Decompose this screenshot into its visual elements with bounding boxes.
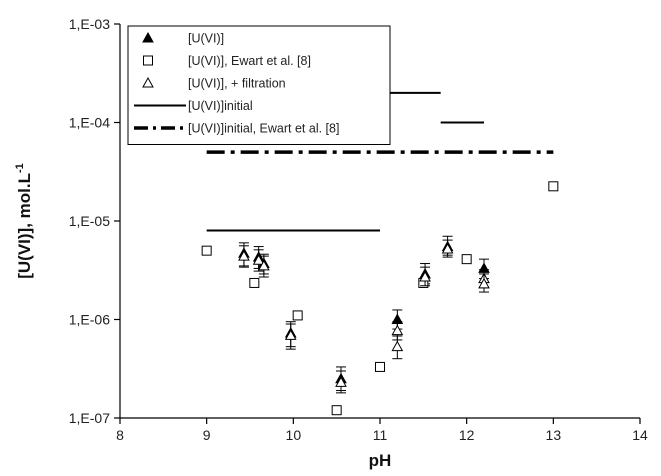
data-point <box>249 277 260 288</box>
data-point <box>441 242 454 254</box>
legend-label: [U(VI)], Ewart et al. [8] <box>188 54 311 68</box>
series-1 <box>201 181 559 416</box>
legend-label: [U(VI)]initial <box>188 99 253 113</box>
x-tick-label: 12 <box>459 427 475 443</box>
legend-box <box>127 25 391 145</box>
data-point <box>375 361 385 372</box>
series-2 <box>238 239 490 394</box>
data-point <box>391 340 404 352</box>
data-point <box>292 310 303 321</box>
data-point <box>331 405 342 416</box>
data-point <box>284 329 297 340</box>
x-tick-label: 10 <box>286 427 302 443</box>
y-ticks: 1,E-07 1,E-06 1,E-05 1,E-04 1,E-03 <box>69 16 120 426</box>
y-tick-label: 1,E-04 <box>69 115 110 131</box>
data-point <box>201 245 212 256</box>
legend-swatch <box>143 55 153 66</box>
y-tick-label: 1,E-05 <box>69 213 110 229</box>
y-tick-label: 1,E-03 <box>69 16 110 32</box>
series-0 <box>238 235 490 392</box>
x-tick-label: 13 <box>546 427 562 443</box>
legend-label: [U(VI)], + filtration <box>188 77 286 91</box>
x-tick-label: 8 <box>116 427 124 443</box>
legend-swatch <box>142 31 154 43</box>
data-point <box>258 259 270 271</box>
x-ticks: 8 9 10 11 12 13 14 <box>116 418 648 443</box>
data-point <box>461 254 472 265</box>
data-point <box>252 254 265 265</box>
legend-label: [U(VI)]initial, Ewart et al. [8] <box>188 122 339 136</box>
y-axis-title-main: [U(VI)], mol.L <box>15 173 34 279</box>
x-tick-label: 9 <box>203 427 211 443</box>
data-point <box>478 277 490 289</box>
x-tick-label: 11 <box>373 427 388 443</box>
legend: [U(VI)] [U(VI)], Ewart et al. [8] [U(VI)],… <box>127 25 391 145</box>
y-tick-label: 1,E-07 <box>69 410 110 426</box>
y-axis-title-superscript: -1 <box>14 163 26 173</box>
data-point <box>548 181 559 192</box>
data-point <box>391 324 404 336</box>
legend-label: [U(VI)] <box>188 32 224 46</box>
x-axis-title: pH <box>369 451 392 470</box>
y-axis-title: [U(VI)], mol.L-1 <box>14 163 34 279</box>
data-point <box>238 250 250 261</box>
data-point <box>419 270 431 282</box>
y-tick-label: 1,E-06 <box>69 312 110 328</box>
data-point <box>335 376 347 387</box>
legend-swatch <box>142 76 154 88</box>
plot-area <box>201 91 559 416</box>
x-tick-label: 14 <box>632 427 648 443</box>
